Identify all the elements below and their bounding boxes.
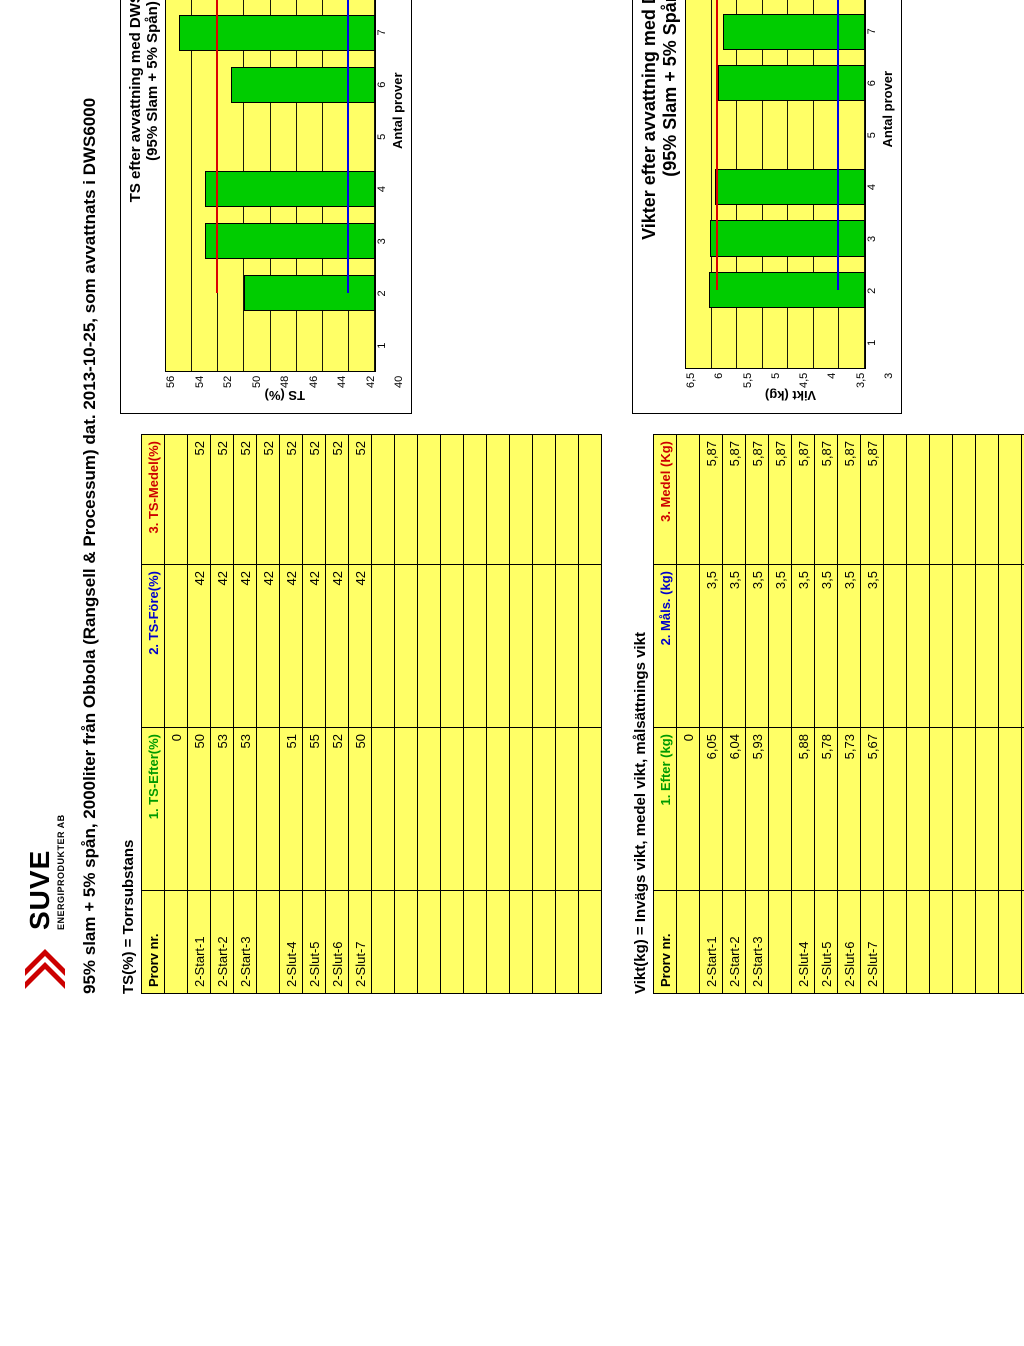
chart2-xlabel: Antal prover (880, 0, 895, 369)
chart-bar (723, 14, 865, 50)
chart1-yticks: 565452504846444240 (165, 372, 405, 388)
table-row (953, 435, 976, 994)
chart-bar (718, 65, 865, 101)
logo-chevron-icon (20, 934, 70, 994)
t1-h1: 1. TS-Efter(%) (142, 728, 165, 891)
table-row (441, 435, 464, 994)
chart1: TS efter avvattning med DWS6000 (95% Sla… (120, 0, 412, 414)
t2-h0: Prorv nr. (654, 891, 677, 994)
table-row (976, 435, 999, 994)
chart2-yticks: 6,565,554,543,53 (685, 369, 895, 388)
logo-brand: SUVE (24, 814, 56, 930)
table-row (418, 435, 441, 994)
chart-bar (179, 15, 375, 51)
table-row: 2-Start-16,053,55,87 (700, 435, 723, 994)
t1-h0: Prorv nr. (142, 891, 165, 994)
chart2: Vikter efter avvattning med DWS6000 (95%… (632, 0, 902, 414)
table-row (487, 435, 510, 994)
table-row: 2-Slut-55,783,55,87 (815, 435, 838, 994)
table-row (510, 435, 533, 994)
table-row (395, 435, 418, 994)
table2-title: Vikt(kg) = Invägs vikt, medel vikt, måls… (632, 434, 649, 994)
table-row: 2-Slut-7504252 (349, 435, 372, 994)
table-row: 2-Slut-4514252 (280, 435, 303, 994)
chart1-title1: TS efter avvattning med DWS6000 (127, 0, 144, 407)
table-row: 2-Start-26,043,55,87 (723, 435, 746, 994)
table-row: 3,55,87 (769, 435, 792, 994)
chart-bar (231, 67, 375, 103)
chart1-xticks: 12345678910 (376, 0, 388, 372)
table-row: 2-Start-3534252 (234, 435, 257, 994)
chart2-ylabel: Vikt (kg) (685, 388, 895, 407)
chart-bar (205, 171, 375, 207)
table-row: 0 (165, 435, 188, 994)
logo-sub: ENERGIPRODUKTER AB (56, 814, 66, 930)
t1-h2: 2. TS-Före(%) (142, 565, 165, 728)
chart2-title2: (95% Slam + 5% Spån) (660, 0, 681, 407)
chart-bar (710, 220, 865, 256)
section-vikt: Vikt(kg) = Invägs vikt, medel vikt, måls… (632, 0, 1024, 994)
chart1-plot (165, 0, 376, 372)
table-row: 2-Slut-65,733,55,87 (838, 435, 861, 994)
table-row: 2-Slut-6524252 (326, 435, 349, 994)
table1: Prorv nr. 1. TS-Efter(%) 2. TS-Före(%) 3… (141, 434, 602, 994)
table1-title: TS(%) = Torrsubstans (120, 434, 137, 994)
table-row: 2-Slut-45,883,55,87 (792, 435, 815, 994)
chart-bar (715, 169, 865, 205)
t2-h3: 3. Medel (Kg) (654, 435, 677, 565)
table-row (372, 435, 395, 994)
table-row: 2-Slut-5554252 (303, 435, 326, 994)
table-row (907, 435, 930, 994)
table-row: 2-Start-1504252 (188, 435, 211, 994)
table-row: 0 (677, 435, 700, 994)
table-row: 4252 (257, 435, 280, 994)
table2-body: 02-Start-16,053,55,872-Start-26,043,55,8… (677, 435, 1024, 994)
chart1-ylabel: TS (%) (165, 388, 405, 407)
chart-bar (244, 275, 375, 311)
chart2-plot (685, 0, 866, 369)
table2: Prorv nr. 1. Efter (kg) 2. Måls. (kg) 3.… (653, 434, 1024, 994)
chart2-title1: Vikter efter avvattning med DWS6000 (639, 0, 660, 407)
t1-h3: 3. TS-Medel(%) (142, 435, 165, 565)
section-ts: TS(%) = Torrsubstans Prorv nr. 1. TS-Eft… (120, 0, 602, 994)
table-row: 2-Start-2534252 (211, 435, 234, 994)
table-row (579, 435, 602, 994)
chart2-xticks: 12345678910 (866, 0, 878, 369)
table-row: 2-Start-35,933,55,87 (746, 435, 769, 994)
table-row (884, 435, 907, 994)
table-row (464, 435, 487, 994)
t2-h2: 2. Måls. (kg) (654, 565, 677, 728)
page: SUVE ENERGIPRODUKTER AB 95% slam + 5% sp… (0, 0, 1024, 1024)
table-row (556, 435, 579, 994)
chart1-xlabel: Antal prover (390, 0, 405, 372)
chart-bar (205, 223, 375, 259)
logo: SUVE ENERGIPRODUKTER AB (20, 0, 70, 994)
table-row (999, 435, 1022, 994)
table1-body: 02-Start-15042522-Start-25342522-Start-3… (165, 435, 602, 994)
t2-h1: 1. Efter (kg) (654, 728, 677, 891)
table-row: 2-Slut-75,673,55,87 (861, 435, 884, 994)
table-row (533, 435, 556, 994)
table-row (930, 435, 953, 994)
chart1-title2: (95% Slam + 5% Spån) (144, 0, 161, 407)
main-title: 95% slam + 5% spån, 2000liter från Obbol… (80, 0, 100, 994)
chart-bar (709, 272, 865, 308)
